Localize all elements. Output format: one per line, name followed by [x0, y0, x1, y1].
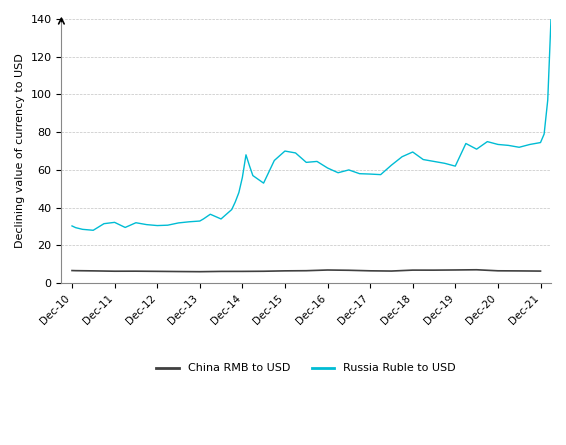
Legend: China RMB to USD, Russia Ruble to USD: China RMB to USD, Russia Ruble to USD [152, 359, 460, 378]
Y-axis label: Declining value of currency to USD: Declining value of currency to USD [15, 54, 25, 248]
